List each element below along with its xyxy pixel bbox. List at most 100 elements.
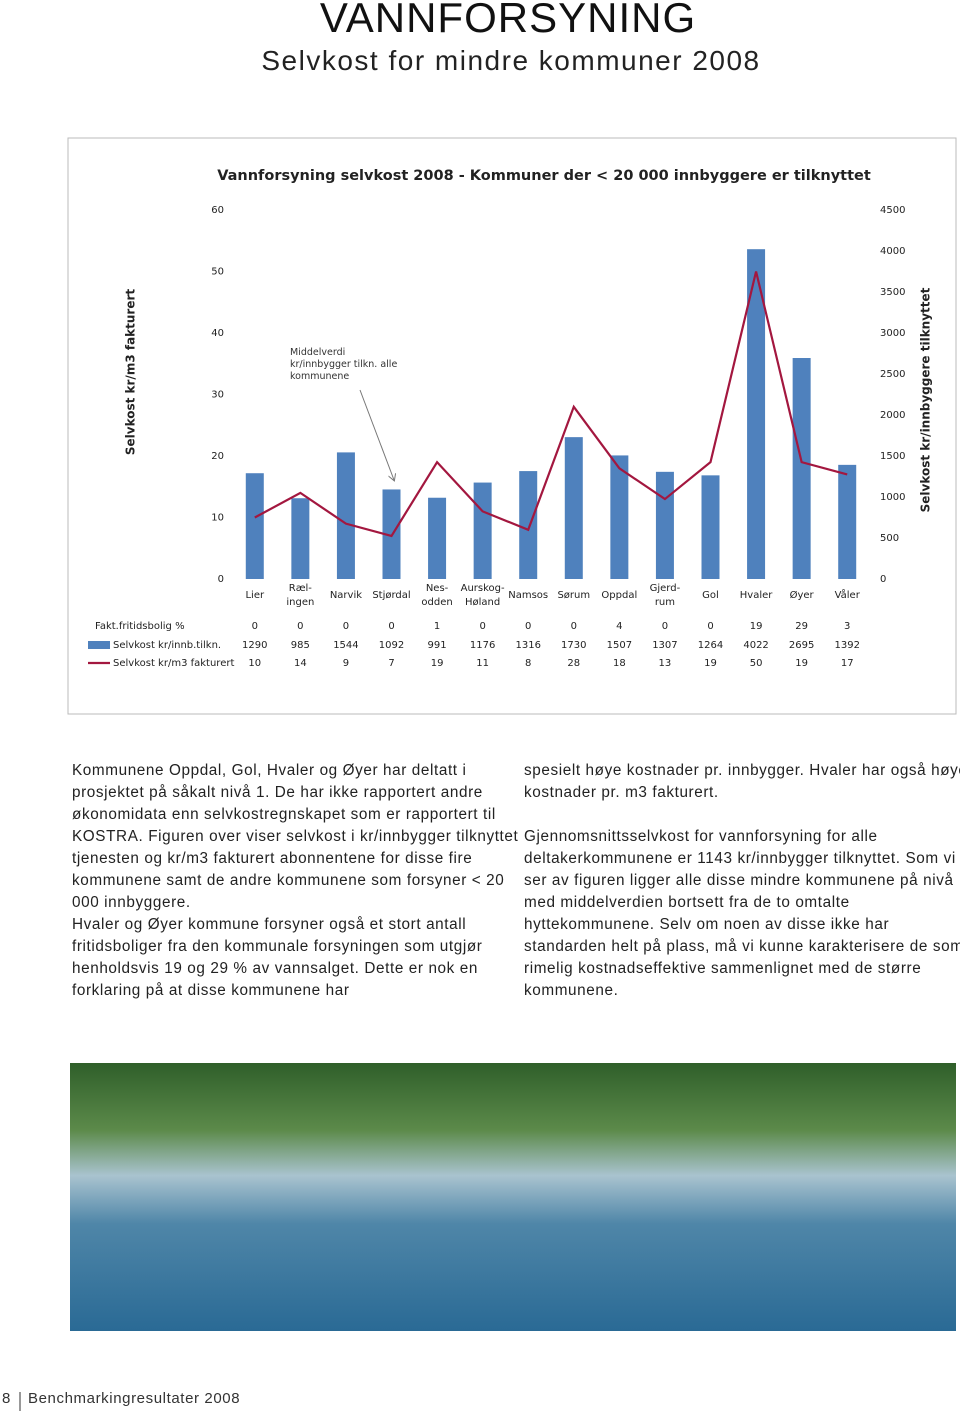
table-value: 0	[388, 621, 394, 632]
table-value: 4022	[743, 640, 768, 651]
x-tick-label: Stjørdal	[372, 590, 411, 601]
x-tick-label: Øyer	[789, 590, 814, 601]
table-value: 19	[704, 658, 717, 669]
table-value: 1307	[652, 640, 677, 651]
y2-tick-label: 1000	[880, 492, 905, 503]
table-value: 1092	[379, 640, 404, 651]
bar	[655, 471, 674, 579]
y2-tick-label: 3500	[880, 287, 905, 298]
table-value: 0	[343, 621, 349, 632]
table-value: 19	[431, 658, 444, 669]
y2-tick-label: 3000	[880, 328, 905, 339]
bar	[747, 249, 766, 580]
table-value: 28	[567, 658, 580, 669]
line	[254, 271, 848, 538]
legend-label: Selvkost kr/m3 fakturert	[113, 658, 234, 669]
y2-tick-label: 0	[880, 574, 886, 585]
bar	[245, 473, 264, 579]
table-value: 1730	[561, 640, 586, 651]
table-value: 991	[428, 640, 447, 651]
bar	[428, 497, 447, 579]
table-value: 3	[844, 621, 850, 632]
row-label: Fakt.fritidsbolig %	[95, 621, 185, 632]
x-tick-label: Nes- odden	[421, 583, 453, 608]
table-value: 0	[571, 621, 577, 632]
table-value: 0	[662, 621, 668, 632]
y2-tick-label: 1500	[880, 451, 905, 462]
table-value: 14	[294, 658, 307, 669]
table-value: 0	[479, 621, 485, 632]
table-value: 1	[434, 621, 440, 632]
y-tick-label: 40	[211, 328, 224, 339]
y-tick-label: 50	[211, 267, 224, 278]
table-value: 8	[525, 658, 531, 669]
table-value: 50	[750, 658, 763, 669]
y2-axis-title: Selvkost kr/innbyggere tilknyttet	[919, 287, 933, 512]
page-title: VANNFORSYNING	[319, 0, 697, 41]
y-tick-label: 60	[211, 205, 224, 216]
page-subtitle: Selvkost for mindre kommuner 2008	[261, 45, 761, 76]
table-value: 0	[707, 621, 713, 632]
y-tick-label: 10	[211, 513, 224, 524]
x-tick-label: Narvik	[329, 590, 363, 601]
legend-swatch	[88, 641, 110, 649]
table-value: 1176	[470, 640, 495, 651]
annotation: Middelverdi kr/innbygger tilkn. alle kom…	[290, 347, 398, 382]
table-value: 1316	[515, 640, 540, 651]
chart-frame	[67, 137, 957, 715]
table-value: 18	[613, 658, 626, 669]
bar	[473, 482, 492, 579]
table-value: 10	[248, 658, 261, 669]
table-value: 19	[795, 658, 808, 669]
bar	[519, 471, 538, 579]
y2-tick-label: 4000	[880, 246, 905, 257]
table-value: 2695	[789, 640, 814, 651]
table-value: 0	[297, 621, 303, 632]
x-tick-label: Namsos	[508, 590, 549, 601]
paragraph: Kommunene Oppdal, Gol, Hvaler og Øyer ha…	[72, 762, 519, 911]
right-column: spesielt høye kostnader pr. innbygger. H…	[524, 760, 960, 1024]
bar	[838, 464, 857, 579]
x-tick-label: Aurskog- Høland	[460, 583, 505, 608]
table-value: 13	[659, 658, 672, 669]
legend-label: Selvkost kr/innb.tilkn.	[113, 640, 221, 651]
y-tick-label: 30	[211, 390, 224, 401]
table-value: 11	[476, 658, 489, 669]
table-value: 0	[252, 621, 258, 632]
footer-text: Benchmarkingresultater 2008	[28, 1390, 241, 1407]
table-value: 19	[750, 621, 763, 632]
chart-title: Vannforsyning selvkost 2008 - Kommuner d…	[217, 168, 871, 184]
table-value: 4	[616, 621, 622, 632]
table-value: 17	[841, 658, 854, 669]
x-tick-label: Oppdal	[601, 590, 638, 601]
table-value: 7	[388, 658, 394, 669]
paragraph: Gjennomsnittsselvkost for vannforsyning …	[524, 828, 960, 999]
bar	[336, 452, 355, 579]
bar	[792, 358, 811, 579]
table-value: 1507	[607, 640, 632, 651]
table-value: 1392	[834, 640, 859, 651]
y2-tick-label: 2000	[880, 410, 905, 421]
left-column: Kommunene Oppdal, Gol, Hvaler og Øyer ha…	[72, 760, 522, 1024]
bar	[291, 498, 310, 579]
paragraph: spesielt høye kostnader pr. innbygger. H…	[524, 762, 960, 801]
table-value: 1290	[242, 640, 267, 651]
y-axis-title: Selvkost kr/m3 fakturert	[124, 289, 138, 456]
table-value: 1544	[333, 640, 358, 651]
x-tick-label: Våler	[834, 590, 860, 601]
bar	[610, 455, 629, 579]
y2-tick-label: 4500	[880, 205, 905, 216]
photo	[70, 1063, 956, 1331]
x-tick-label: Lier	[245, 590, 265, 601]
table-value: 29	[795, 621, 808, 632]
x-tick-label: Gjerd- rum	[649, 583, 681, 608]
y-tick-label: 20	[211, 451, 224, 462]
y2-tick-label: 500	[880, 533, 899, 544]
table-value: 9	[343, 658, 349, 669]
x-tick-label: Gol	[702, 590, 719, 601]
y-tick-label: 0	[218, 574, 224, 585]
x-tick-label: Ræl- ingen	[286, 583, 315, 608]
page-number: 8	[2, 1390, 11, 1407]
